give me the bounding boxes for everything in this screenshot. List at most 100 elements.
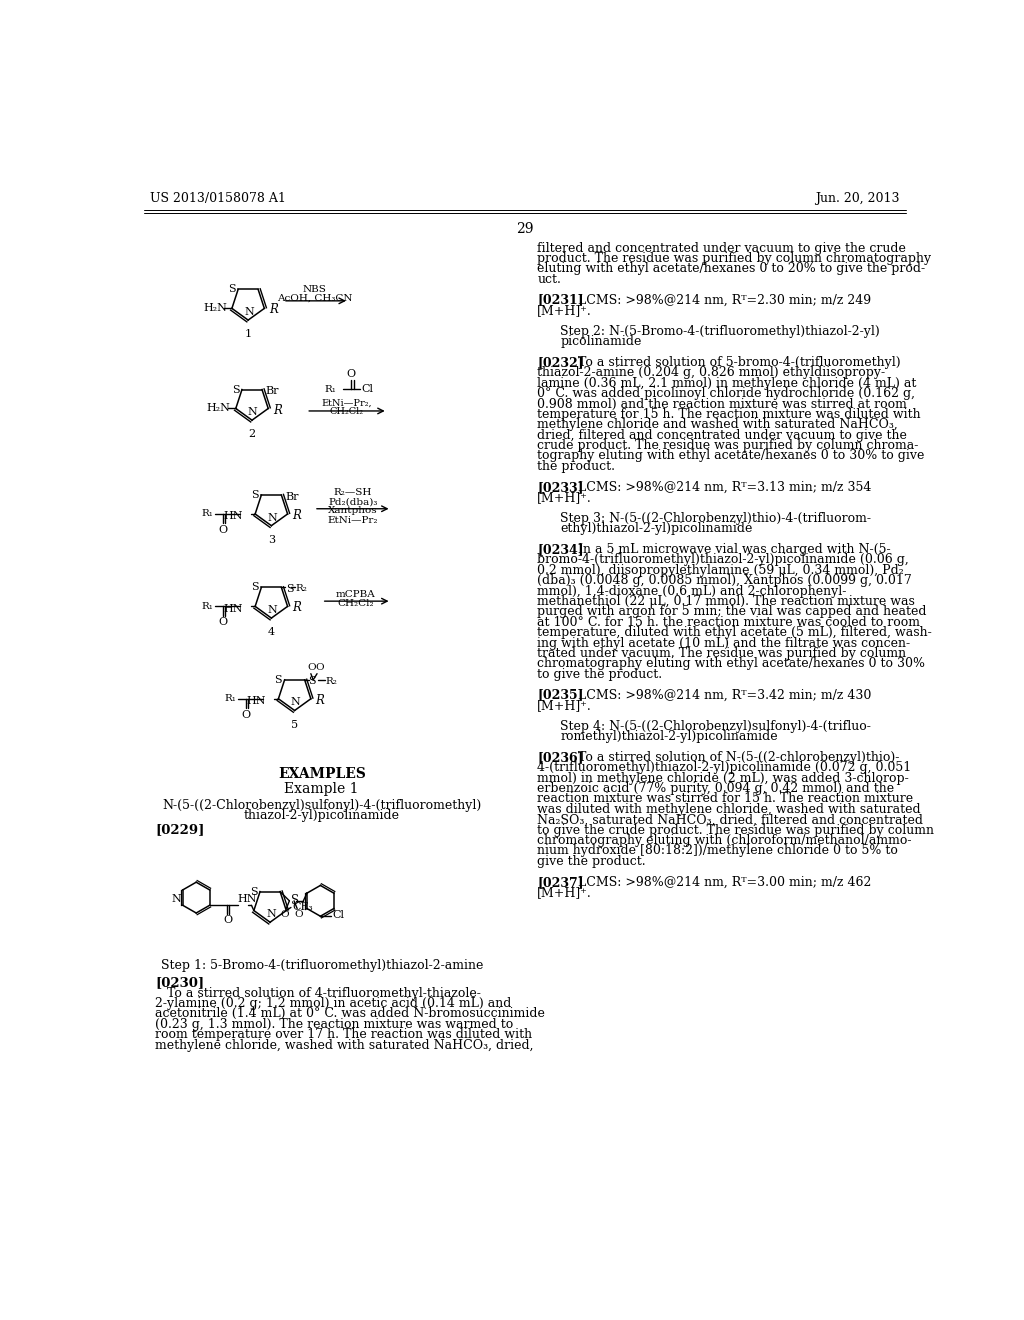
Text: Step 1: 5-Bromo-4-(trifluoromethyl)thiazol-2-amine: Step 1: 5-Bromo-4-(trifluoromethyl)thiaz… (161, 960, 483, 973)
Text: US 2013/0158078 A1: US 2013/0158078 A1 (150, 191, 286, 205)
Text: 4: 4 (268, 627, 274, 638)
Text: [0234]: [0234] (538, 543, 584, 556)
Text: N: N (291, 697, 300, 708)
Text: [M+H]⁺.: [M+H]⁺. (538, 304, 592, 317)
Text: LCMS: >98%@214 nm, Rᵀ=3.00 min; m/z 462: LCMS: >98%@214 nm, Rᵀ=3.00 min; m/z 462 (569, 875, 871, 888)
Text: R₁: R₁ (202, 510, 213, 519)
Text: nium hydroxide [80:18:2])/methylene chloride 0 to 5% to: nium hydroxide [80:18:2])/methylene chlo… (538, 845, 898, 858)
Text: S: S (291, 895, 299, 907)
Text: R₂—SH: R₂—SH (334, 488, 372, 496)
Text: eluting with ethyl acetate/hexanes 0 to 20% to give the prod-: eluting with ethyl acetate/hexanes 0 to … (538, 263, 926, 276)
Text: lamine (0.36 mL, 2.1 mmol) in methylene chloride (4 mL) at: lamine (0.36 mL, 2.1 mmol) in methylene … (538, 376, 916, 389)
Text: mmol) in methylene chloride (2 mL), was added 3-chlorop-: mmol) in methylene chloride (2 mL), was … (538, 772, 909, 784)
Text: R₂: R₂ (326, 677, 338, 686)
Text: HN: HN (223, 511, 243, 521)
Text: 0.908 mmol) and the reaction mixture was stirred at room: 0.908 mmol) and the reaction mixture was… (538, 397, 907, 411)
Text: chromatography eluting with (chloroform/methanol/ammo-: chromatography eluting with (chloroform/… (538, 834, 911, 847)
Text: S: S (250, 887, 258, 896)
Text: Step 4: N-(5-((2-Chlorobenzyl)sulfonyl)-4-(trifluo-: Step 4: N-(5-((2-Chlorobenzyl)sulfonyl)-… (560, 719, 871, 733)
Text: [M+H]⁺.: [M+H]⁺. (538, 886, 592, 899)
Text: trated under vacuum. The residue was purified by column: trated under vacuum. The residue was pur… (538, 647, 906, 660)
Text: HN: HN (247, 696, 266, 706)
Text: [0233]: [0233] (538, 480, 584, 494)
Text: N: N (267, 512, 278, 523)
Text: To a stirred solution of 5-bromo-4-(trifluoromethyl): To a stirred solution of 5-bromo-4-(trif… (569, 356, 900, 368)
Text: temperature, diluted with ethyl acetate (5 mL), filtered, wash-: temperature, diluted with ethyl acetate … (538, 626, 932, 639)
Text: O: O (223, 915, 232, 925)
Text: R₁: R₁ (202, 602, 213, 611)
Text: R₁: R₁ (224, 694, 237, 704)
Text: 0° C. was added picolinoyl chloride hydrochloride (0.162 g,: 0° C. was added picolinoyl chloride hydr… (538, 387, 915, 400)
Text: H₂N: H₂N (203, 304, 226, 313)
Text: Br: Br (286, 491, 299, 502)
Text: N: N (248, 407, 258, 417)
Text: 2-ylamine (0.2 g; 1.2 mmol) in acetic acid (0.14 mL) and: 2-ylamine (0.2 g; 1.2 mmol) in acetic ac… (155, 997, 512, 1010)
Text: romethyl)thiazol-2-yl)picolinamide: romethyl)thiazol-2-yl)picolinamide (560, 730, 778, 743)
Text: R: R (292, 510, 301, 521)
Text: (0.23 g, 1.3 mmol). The reaction mixture was warmed to: (0.23 g, 1.3 mmol). The reaction mixture… (155, 1018, 513, 1031)
Text: 4-(trifluoromethyl)thiazol-2-yl)picolinamide (0.072 g, 0.051: 4-(trifluoromethyl)thiazol-2-yl)picolina… (538, 762, 911, 775)
Text: thiazol-2-amine (0.204 g, 0.826 mmol) ethyldiisopropy-: thiazol-2-amine (0.204 g, 0.826 mmol) et… (538, 367, 886, 379)
Text: CH₂Cl₂: CH₂Cl₂ (330, 407, 364, 416)
Text: Br: Br (266, 385, 280, 396)
Text: N: N (266, 909, 275, 919)
Text: N-(5-((2-Chlorobenzyl)sulfonyl)-4-(trifluoromethyl): N-(5-((2-Chlorobenzyl)sulfonyl)-4-(trifl… (162, 799, 481, 812)
Text: uct.: uct. (538, 273, 561, 285)
Text: acetonitrile (1.4 mL) at 0° C. was added N-bromosuccinimide: acetonitrile (1.4 mL) at 0° C. was added… (155, 1007, 545, 1020)
Text: To a stirred solution of 4-trifluoromethyl-thiazole-: To a stirred solution of 4-trifluorometh… (155, 986, 481, 999)
Text: LCMS: >98%@214 nm, Rᵀ=3.13 min; m/z 354: LCMS: >98%@214 nm, Rᵀ=3.13 min; m/z 354 (569, 480, 871, 494)
Text: thiazol-2-yl)picolinamide: thiazol-2-yl)picolinamide (244, 809, 399, 822)
Text: methylene chloride, washed with saturated NaHCO₃, dried,: methylene chloride, washed with saturate… (155, 1039, 534, 1052)
Text: LCMS: >98%@214 nm, Rᵀ=3.42 min; m/z 430: LCMS: >98%@214 nm, Rᵀ=3.42 min; m/z 430 (569, 689, 871, 701)
Text: Example 1: Example 1 (285, 781, 359, 796)
Text: at 100° C. for 15 h. the reaction mixture was cooled to room: at 100° C. for 15 h. the reaction mixtur… (538, 615, 921, 628)
Text: 3: 3 (268, 535, 274, 545)
Text: O: O (347, 368, 355, 379)
Text: [0229]: [0229] (155, 822, 205, 836)
Text: NBS: NBS (303, 285, 327, 294)
Text: give the product.: give the product. (538, 855, 646, 867)
Text: crude product. The residue was purified by column chroma-: crude product. The residue was purified … (538, 440, 919, 451)
Text: Xantphos: Xantphos (328, 507, 378, 515)
Text: to give the crude product. The residue was purified by column: to give the crude product. The residue w… (538, 824, 934, 837)
Text: S: S (228, 284, 236, 294)
Text: filtered and concentrated under vacuum to give the crude: filtered and concentrated under vacuum t… (538, 242, 906, 255)
Text: CH₂Cl₂: CH₂Cl₂ (338, 599, 374, 607)
Text: Cl: Cl (361, 384, 374, 395)
Text: S: S (286, 583, 294, 594)
Text: picolinamide: picolinamide (560, 335, 642, 348)
Text: LCMS: >98%@214 nm, Rᵀ=2.30 min; m/z 249: LCMS: >98%@214 nm, Rᵀ=2.30 min; m/z 249 (569, 293, 870, 306)
Text: [0232]: [0232] (538, 356, 584, 368)
Text: HN: HN (238, 894, 257, 904)
Text: N: N (171, 894, 181, 904)
Text: O: O (242, 710, 251, 719)
Text: erbenzoic acid (77% purity, 0.094 g, 0.42 mmol) and the: erbenzoic acid (77% purity, 0.094 g, 0.4… (538, 781, 894, 795)
Text: EtNi—Pr₂,: EtNi—Pr₂, (322, 399, 372, 408)
Text: 29: 29 (516, 222, 534, 236)
Text: room temperature over 17 h. The reaction was diluted with: room temperature over 17 h. The reaction… (155, 1028, 532, 1041)
Text: dried, filtered and concentrated under vacuum to give the: dried, filtered and concentrated under v… (538, 429, 907, 442)
Text: R₁: R₁ (325, 385, 337, 393)
Text: To a stirred solution of N-(5-((2-chlorobenzyl)thio)-: To a stirred solution of N-(5-((2-chloro… (569, 751, 899, 764)
Text: (dba)₃ (0.0048 g, 0.0085 mmol), Xantphos (0.0099 g, 0.017: (dba)₃ (0.0048 g, 0.0085 mmol), Xantphos… (538, 574, 912, 587)
Text: S: S (251, 490, 259, 500)
Text: mmol), 1,4-dioxane (0.6 mL) and 2-chlorophenyl-: mmol), 1,4-dioxane (0.6 mL) and 2-chloro… (538, 585, 847, 598)
Text: the product.: the product. (538, 459, 615, 473)
Text: Pd₂(dba)₃: Pd₂(dba)₃ (328, 498, 378, 506)
Text: purged with argon for 5 min; the vial was capped and heated: purged with argon for 5 min; the vial wa… (538, 606, 927, 618)
Text: [0237]: [0237] (538, 875, 584, 888)
Text: [M+H]⁺.: [M+H]⁺. (538, 700, 592, 711)
Text: R₂: R₂ (295, 585, 307, 594)
Text: H₂N: H₂N (207, 404, 230, 413)
Text: R: R (315, 694, 325, 706)
Text: to give the product.: to give the product. (538, 668, 663, 681)
Text: ing with ethyl acetate (10 mL) and the filtrate was concen-: ing with ethyl acetate (10 mL) and the f… (538, 636, 910, 649)
Text: methanethiol (22 μL, 0.17 mmol). The reaction mixture was: methanethiol (22 μL, 0.17 mmol). The rea… (538, 595, 915, 609)
Text: R: R (292, 602, 301, 614)
Text: temperature for 15 h. The reaction mixture was diluted with: temperature for 15 h. The reaction mixtu… (538, 408, 921, 421)
Text: S: S (251, 582, 259, 593)
Text: [0236]: [0236] (538, 751, 584, 764)
Text: 1: 1 (245, 330, 252, 339)
Text: 2: 2 (249, 429, 256, 440)
Text: [0235]: [0235] (538, 689, 584, 701)
